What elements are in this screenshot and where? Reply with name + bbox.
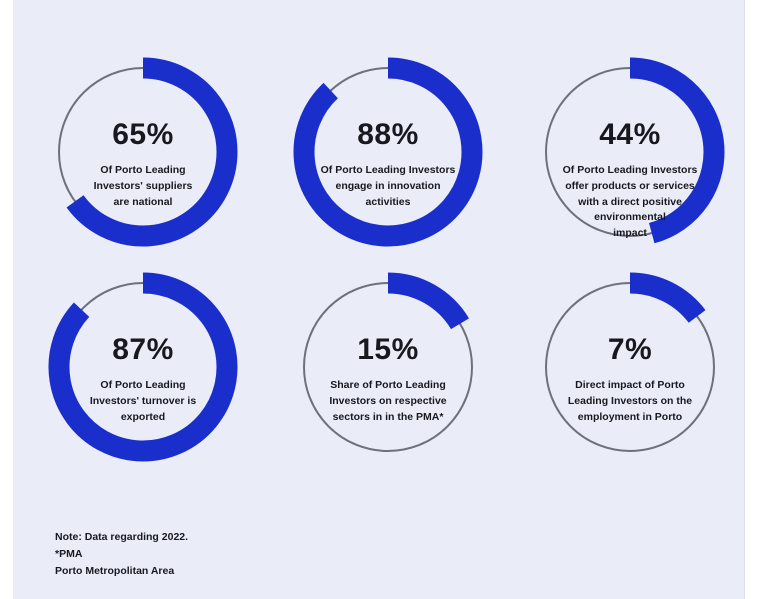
donut-arc bbox=[66, 57, 238, 247]
footnote-line-pma: *PMA bbox=[55, 547, 83, 560]
donut-chart bbox=[293, 57, 483, 247]
donut-arc bbox=[48, 272, 238, 462]
donut-arc bbox=[629, 57, 725, 244]
donut-chart bbox=[48, 272, 238, 462]
stat-label: Of Porto Leading Investors' suppliers ar… bbox=[93, 164, 193, 208]
donut-arc bbox=[387, 272, 469, 330]
donut-chart bbox=[58, 57, 238, 247]
stat-card: 44% Of Porto Leading Investors offer prod… bbox=[530, 52, 730, 252]
stat-label: Of Porto Leading Investors engage in inn… bbox=[320, 164, 456, 208]
stat-card: 88% Of Porto Leading Investors engage in … bbox=[288, 52, 488, 252]
stat-label: Share of Porto Leading Investors on resp… bbox=[329, 379, 447, 423]
donut-chart bbox=[545, 272, 715, 452]
stat-card: 7% Direct impact of Porto Leading Investo… bbox=[530, 267, 730, 467]
footnote-line-pma-expansion: Porto Metropolitan Area bbox=[55, 564, 175, 577]
stat-text: 44% Of Porto Leading Investors offer prod… bbox=[520, 120, 740, 242]
footnote: Note: Data regarding 2022. *PMA Porto Me… bbox=[55, 529, 188, 579]
stats-grid: 65% Of Porto Leading Investors' suppliers… bbox=[13, 0, 744, 599]
stat-text: 87% Of Porto Leading Investors' turnover … bbox=[33, 335, 253, 425]
footnote-line-note: Note: Data regarding 2022. bbox=[55, 531, 189, 543]
stat-value: 44% bbox=[599, 118, 661, 151]
stat-text: 15% Share of Porto Leading Investors on r… bbox=[278, 335, 498, 425]
stat-card: 15% Share of Porto Leading Investors on r… bbox=[288, 267, 488, 467]
donut-chart bbox=[545, 57, 725, 244]
stat-label: Direct impact of Porto Leading Investors… bbox=[567, 379, 693, 423]
donut-arc bbox=[629, 272, 706, 324]
infographic-panel: 65% Of Porto Leading Investors' suppliers… bbox=[13, 0, 745, 599]
stat-value: 7% bbox=[607, 333, 653, 366]
donut-chart bbox=[303, 272, 473, 452]
stat-value: 88% bbox=[357, 118, 419, 151]
donut-arc bbox=[293, 57, 483, 247]
stat-label: Of Porto Leading Investors' turnover is … bbox=[89, 379, 197, 423]
stat-text: 7% Direct impact of Porto Leading Investo… bbox=[520, 335, 740, 425]
stat-text: 88% Of Porto Leading Investors engage in … bbox=[278, 120, 498, 210]
stat-value: 87% bbox=[112, 333, 174, 366]
stat-value: 15% bbox=[357, 333, 419, 366]
stat-text: 65% Of Porto Leading Investors' suppliers… bbox=[33, 120, 253, 210]
stat-card: 87% Of Porto Leading Investors' turnover … bbox=[43, 267, 243, 467]
stat-value: 65% bbox=[112, 118, 174, 151]
stat-label: Of Porto Leading Investors offer product… bbox=[562, 164, 698, 239]
stat-card: 65% Of Porto Leading Investors' suppliers… bbox=[43, 52, 243, 252]
